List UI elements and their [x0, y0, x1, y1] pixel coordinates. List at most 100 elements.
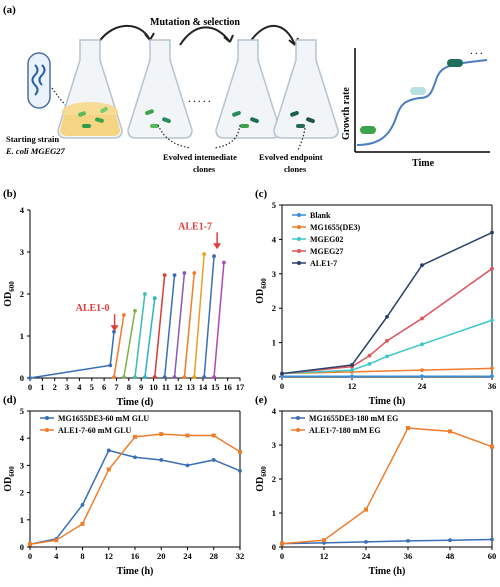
dotted-leader-4: [297, 127, 306, 151]
x-tick-label: 36: [404, 551, 413, 561]
data-point: [212, 375, 216, 380]
y-tick-label: 4: [272, 234, 277, 244]
flask-1-icon: [57, 39, 123, 139]
data-point: [162, 273, 167, 277]
data-point: [350, 363, 354, 367]
series-line: [281, 268, 493, 375]
x-tick-label: 24: [183, 551, 192, 561]
data-point: [350, 374, 354, 379]
y-tick-label: 1: [272, 508, 276, 518]
x-axis-label: Time (h): [369, 566, 406, 577]
legend-entry: Blank: [310, 211, 331, 220]
series-line: [29, 433, 241, 546]
series-line: [193, 254, 205, 378]
evolved-endpoint-label: Evolved endpoint: [259, 152, 323, 162]
y-axis-label-subscript: 600: [8, 466, 16, 477]
y-tick-label: 0: [272, 542, 276, 552]
data-point: [133, 375, 137, 380]
y-tick-label: 0: [20, 542, 24, 552]
mutation-arrow-2: [179, 26, 231, 46]
data-point: [121, 375, 126, 380]
x-tick-label: 15: [211, 382, 220, 392]
data-point: [152, 296, 157, 301]
y-axis-label: OD600: [255, 466, 268, 492]
inset-cell-3: [447, 59, 463, 67]
x-tick-label: 14: [199, 382, 208, 392]
data-point: [28, 376, 32, 380]
annotation-arrowhead: [110, 325, 119, 332]
data-point: [364, 540, 368, 544]
series-line: [281, 427, 493, 545]
data-point: [162, 375, 167, 380]
x-tick-label: 8: [127, 382, 131, 392]
data-point: [420, 263, 424, 268]
data-point: [322, 538, 326, 543]
y-tick-label: 4: [20, 205, 25, 215]
legend-swatch-marker: [297, 261, 301, 265]
series-line: [134, 293, 146, 378]
data-point: [420, 368, 424, 373]
x-tick-label: 0: [280, 551, 284, 561]
x-tick-label: 24: [362, 551, 371, 561]
data-point: [172, 273, 177, 277]
legend-entry: MGEG27: [310, 247, 343, 256]
data-point: [133, 434, 137, 439]
panel-label: (b): [3, 188, 17, 200]
data-point: [406, 538, 410, 543]
evolved-intermediate-label: Evolved intemediate: [163, 152, 237, 162]
y-tick-label: 5: [20, 406, 24, 416]
inset-cell-2: [410, 87, 426, 95]
data-point: [367, 362, 372, 366]
mutation-arrow-3: [249, 24, 296, 46]
y-tick-label: 4: [272, 406, 277, 416]
panel-label: (c): [255, 188, 268, 200]
inset-ellipsis: · · ·: [470, 48, 483, 58]
series-line: [163, 275, 176, 378]
y-tick-label: 1: [20, 515, 24, 525]
legend-entry: MGEG02: [310, 235, 343, 244]
series-line: [281, 538, 493, 545]
x-tick-label: 7: [114, 382, 119, 392]
y-axis-label: OD600: [3, 281, 16, 307]
data-point: [238, 449, 242, 454]
data-point: [406, 426, 410, 430]
y-tick-label: 3: [272, 440, 276, 450]
series-line: [29, 331, 115, 379]
data-point: [350, 368, 354, 373]
series-line: [213, 262, 225, 378]
series-line: [203, 256, 215, 378]
annotation-label: ALE1-0: [76, 303, 110, 314]
series-line: [173, 272, 186, 378]
x-axis-label: Time (h): [369, 396, 406, 407]
arrowhead-2: [223, 34, 234, 43]
data-point: [133, 308, 137, 313]
data-point: [490, 318, 494, 323]
flask-4-icon: [273, 39, 339, 139]
data-point: [106, 467, 111, 472]
legend-entry: MG1655DE3-180 mM EG: [309, 414, 398, 423]
legend-swatch-marker: [296, 428, 300, 432]
series-line: [281, 319, 493, 375]
y-tick-label: 2: [272, 303, 276, 313]
data-point: [420, 342, 424, 347]
x-tick-label: 12: [105, 551, 114, 561]
data-point: [182, 375, 187, 380]
y-axis-label-subscript: 600: [260, 278, 268, 289]
x-tick-label: 0: [28, 382, 32, 392]
dotted-leader-2: [157, 124, 191, 149]
data-point: [490, 230, 494, 235]
dotted-leader-3: [214, 124, 241, 149]
legend-swatch-marker: [296, 416, 300, 420]
data-point: [192, 271, 197, 275]
data-point: [80, 521, 85, 526]
data-point: [152, 375, 157, 380]
data-point: [212, 254, 216, 259]
starting-strain-name: E. coli MGEG27: [5, 146, 66, 156]
data-point: [28, 542, 32, 547]
data-point: [238, 468, 242, 473]
data-point: [112, 375, 116, 380]
y-tick-label: 4: [20, 433, 25, 443]
y-tick-label: 3: [20, 247, 24, 257]
x-tick-label: 17: [236, 382, 245, 392]
data-point: [159, 458, 164, 462]
